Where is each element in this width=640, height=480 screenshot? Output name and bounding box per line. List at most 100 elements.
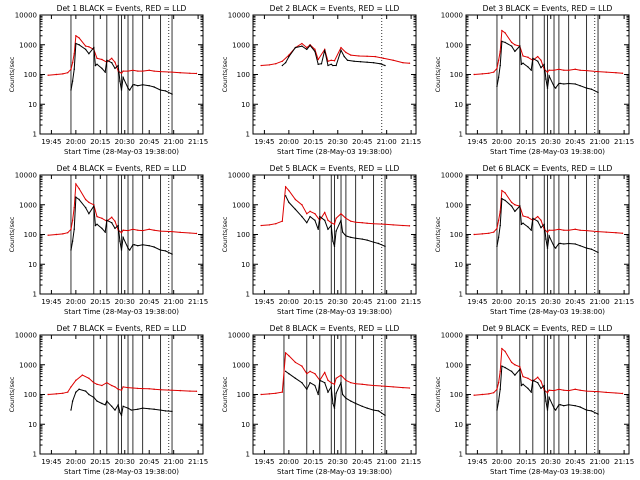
chart-6-series-events-point xyxy=(554,247,557,249)
chart-8-series-events-point xyxy=(384,414,386,416)
chart-3-series-events-point xyxy=(563,83,565,85)
chart-4-y-tick-label: 100 xyxy=(24,231,37,239)
chart-7-series-lld-point xyxy=(148,388,150,390)
chart-4-series-events-point xyxy=(114,227,116,230)
chart-7-series-lld-point xyxy=(88,377,90,380)
chart-2-y-tick-label: 1000 xyxy=(232,41,250,49)
chart-7-series-lld-point xyxy=(117,388,119,390)
chart-6-series-lld-point xyxy=(488,232,490,234)
chart-4-x-axis-label: Start Time (28-May-03 19:38:00) xyxy=(64,308,179,316)
chart-9-series-events-point xyxy=(527,387,529,390)
chart-5-series-lld-point xyxy=(324,211,326,214)
chart-1-series-events-point xyxy=(117,64,119,67)
chart-8-series-lld-point xyxy=(284,352,287,354)
chart-4-series-events-point xyxy=(111,221,113,224)
chart-3-series-lld-point xyxy=(605,71,607,73)
chart-1-series-events-point xyxy=(153,86,155,88)
chart-1-series-events-point xyxy=(141,84,144,86)
chart-7-x-tick-label: 21:15 xyxy=(188,458,208,466)
chart-2-series-events-point xyxy=(327,64,329,67)
chart-6-panel: 1 10 100 1000 10000 19:45 20:00 20:15 20:30 20:45… xyxy=(434,164,634,316)
chart-6-series-events-point xyxy=(546,247,549,249)
chart-8-series-lld-point xyxy=(288,355,290,357)
chart-4-x-tick-label: 20:30 xyxy=(115,298,135,306)
chart-9-series-lld-point xyxy=(510,361,513,364)
chart-4-series-events-point xyxy=(148,245,150,247)
chart-6-series-events-point xyxy=(574,243,576,245)
chart-5-x-tick-label: 21:00 xyxy=(377,298,397,306)
chart-5-series-lld-point xyxy=(361,221,363,224)
chart-8-series-events-point xyxy=(377,410,380,412)
chart-4-series-lld-point xyxy=(141,229,144,232)
chart-5-x-tick-label: 20:45 xyxy=(352,298,372,306)
chart-7-series-events-point xyxy=(93,396,95,399)
chart-6-x-tick-label: 19:45 xyxy=(467,298,487,306)
chart-7-series-events-point xyxy=(78,388,80,390)
chart-2-x-tick-label: 21:15 xyxy=(401,138,421,146)
chart-4-series-events-point xyxy=(93,205,95,207)
chart-8-series-lld-point xyxy=(354,383,357,385)
chart-5-series-lld-point xyxy=(281,220,284,222)
chart-2-x-tick-label: 20:15 xyxy=(303,138,323,146)
chart-7-series-lld-point xyxy=(106,381,108,384)
chart-8-series-events-point xyxy=(333,407,336,409)
chart-8-x-tick-label: 21:15 xyxy=(401,458,421,466)
chart-1-series-events-point xyxy=(75,42,77,45)
chart-4-series-lld-point xyxy=(55,233,57,236)
chart-3-series-events-point xyxy=(537,60,539,62)
chart-6-x-tick-label: 20:00 xyxy=(492,298,512,306)
chart-6-series-events-point xyxy=(543,223,545,226)
chart-7-plot-area xyxy=(47,335,198,454)
chart-6-series-events-point xyxy=(563,243,565,245)
chart-4-series-events-point xyxy=(73,228,75,230)
chart-8-series-events-point xyxy=(341,393,344,396)
chart-4-series-events-point xyxy=(159,249,162,251)
chart-5-series-events-point xyxy=(366,239,368,241)
chart-6-series-events-point xyxy=(510,205,513,207)
chart-1-series-events-point xyxy=(71,80,74,82)
chart-2-series-events-point xyxy=(372,61,375,64)
chart-1-y-tick-label: 1000 xyxy=(19,41,37,49)
chart-5-series-lld-point xyxy=(333,223,336,226)
chart-7-x-tick-label: 20:15 xyxy=(90,458,110,466)
chart-9-y-axis-label: Counts/sec xyxy=(434,376,442,412)
chart-8-series-lld xyxy=(261,351,410,395)
chart-1-x-tick-label: 21:00 xyxy=(164,138,184,146)
chart-1-series-lld-point xyxy=(88,46,90,48)
chart-8-series-lld-point xyxy=(281,391,284,393)
chart-4-series-lld-point xyxy=(159,230,162,232)
chart-7-x-tick-label: 19:45 xyxy=(41,458,61,466)
chart-3-series-lld-point xyxy=(621,72,624,74)
chart-6-series-lld-point xyxy=(585,229,588,232)
chart-7-series-events-point xyxy=(127,407,129,409)
chart-2-series-events-point xyxy=(353,60,355,62)
chart-5-plot-area xyxy=(260,175,411,294)
chart-9-panel: 1 10 100 1000 10000 19:45 20:00 20:15 20:30 20:45… xyxy=(434,324,634,476)
chart-9-series-lld-point xyxy=(493,391,495,394)
chart-5-series-events-point xyxy=(288,201,290,204)
chart-2-series-events-point xyxy=(330,63,332,66)
chart-9-series-events-point xyxy=(590,410,593,412)
chart-2-x-tick-label: 20:30 xyxy=(328,138,348,146)
chart-9-series-events-point xyxy=(574,405,576,407)
chart-5-series-lld-point xyxy=(260,224,262,227)
chart-7-series-events-point xyxy=(75,391,77,393)
chart-3-panel: 1 10 100 1000 10000 19:45 20:00 20:15 20:30 20:45… xyxy=(434,4,634,156)
chart-9-y-tick-label: 10 xyxy=(454,421,463,429)
chart-8-series-events-point xyxy=(309,381,311,384)
chart-6-series-lld-point xyxy=(548,229,550,231)
chart-6-x-tick-label: 20:30 xyxy=(541,298,561,306)
chart-7-y-tick-label: 100 xyxy=(24,391,37,399)
chart-3-series-events-point xyxy=(597,91,599,94)
chart-4-y-tick-label: 1 xyxy=(33,291,37,299)
chart-4-series-events-point xyxy=(120,249,123,251)
chart-5-series-events-point xyxy=(354,237,357,239)
chart-8-series-lld-point xyxy=(314,373,316,375)
chart-2-x-axis-label: Start Time (28-May-03 19:38:00) xyxy=(277,148,392,156)
chart-8-series-events-point xyxy=(327,391,329,393)
chart-3-series-events-point xyxy=(558,82,560,85)
chart-6-series-events-point xyxy=(548,235,550,237)
chart-6-x-axis-label: Start Time (28-May-03 19:38:00) xyxy=(490,308,605,316)
chart-4-series-events-point xyxy=(101,227,103,230)
